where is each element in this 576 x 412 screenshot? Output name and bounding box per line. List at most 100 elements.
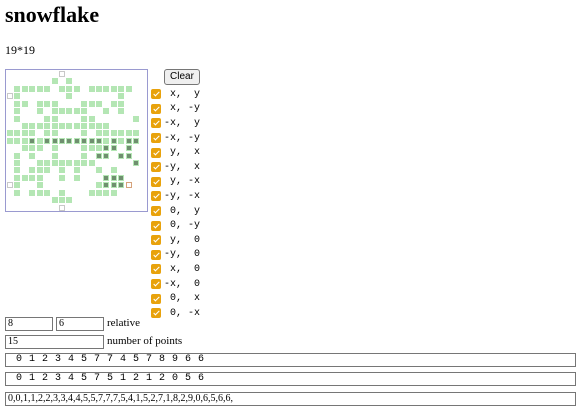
grid-cell[interactable] <box>36 174 43 181</box>
symmetry-option[interactable]: y, x <box>151 145 200 160</box>
output-row-1[interactable]: 0 1 2 3 4 5 7 7 4 5 7 8 9 6 6 <box>5 353 576 367</box>
grid-cell[interactable] <box>88 115 95 122</box>
grid-cell[interactable] <box>96 130 103 137</box>
grid-cell[interactable] <box>58 197 65 204</box>
grid-cell[interactable] <box>14 137 21 144</box>
grid-cell[interactable] <box>21 85 28 92</box>
grid-cell[interactable] <box>89 182 95 188</box>
grid-cell[interactable] <box>81 167 87 173</box>
grid-cell[interactable] <box>103 71 109 77</box>
grid-cell[interactable] <box>14 145 20 151</box>
grid-cell[interactable] <box>14 115 21 122</box>
grid-cell[interactable] <box>141 116 147 122</box>
grid-cell[interactable] <box>110 85 117 92</box>
grid-cell[interactable] <box>126 116 132 122</box>
grid-cell[interactable] <box>29 108 35 114</box>
grid-cell[interactable] <box>133 197 139 203</box>
grid-cell[interactable] <box>89 71 95 77</box>
grid-cell[interactable] <box>44 85 51 92</box>
grid-cell[interactable] <box>96 167 103 174</box>
grid-cell[interactable] <box>14 78 20 84</box>
grid-cell[interactable] <box>7 160 13 166</box>
grid-cell[interactable] <box>89 205 95 211</box>
grid-cell[interactable] <box>88 160 95 167</box>
grid-cell[interactable] <box>59 93 65 99</box>
grid-cell[interactable] <box>103 160 109 166</box>
grid-cell[interactable] <box>66 108 73 115</box>
grid-cell[interactable] <box>44 189 51 196</box>
symmetry-option[interactable]: -x, y <box>151 116 200 131</box>
grid-cell[interactable] <box>7 108 13 114</box>
grid-cell[interactable] <box>125 145 132 152</box>
grid-cell[interactable] <box>22 116 28 122</box>
grid-cell[interactable] <box>89 93 95 99</box>
grid-cell[interactable] <box>7 205 13 211</box>
grid-cell[interactable] <box>14 152 21 159</box>
grid-cell[interactable] <box>141 182 147 188</box>
grid-cell[interactable] <box>37 71 43 77</box>
grid-cell[interactable] <box>126 205 132 211</box>
grid-cell[interactable] <box>111 123 117 129</box>
symmetry-checkbox[interactable] <box>151 191 161 202</box>
output-row-2[interactable]: 0 1 2 3 4 5 7 5 1 2 1 2 0 5 6 <box>5 372 576 386</box>
grid-cell[interactable] <box>118 174 125 181</box>
grid-cell[interactable] <box>36 122 43 129</box>
grid-cell[interactable] <box>110 189 117 196</box>
grid-cell[interactable] <box>111 160 117 166</box>
grid-cell[interactable] <box>59 101 65 107</box>
grid-cell[interactable] <box>14 160 21 167</box>
grid-cell[interactable] <box>133 86 139 92</box>
grid-cell[interactable] <box>44 130 51 137</box>
symmetry-option[interactable]: 0, y <box>151 204 200 219</box>
grid-cell[interactable] <box>52 205 58 211</box>
grid-cell[interactable] <box>7 93 13 100</box>
grid-cell[interactable] <box>7 145 13 151</box>
grid-cell[interactable] <box>66 160 73 167</box>
relative-y-input[interactable]: 6 <box>56 317 104 331</box>
grid-cell[interactable] <box>36 100 43 107</box>
symmetry-option[interactable]: -x, 0 <box>151 277 200 292</box>
grid-cell[interactable] <box>89 167 95 173</box>
symmetry-checkbox[interactable] <box>151 235 161 246</box>
grid-cell[interactable] <box>58 122 65 129</box>
grid-cell[interactable] <box>51 108 58 115</box>
grid-cell[interactable] <box>21 130 28 137</box>
grid-cell[interactable] <box>133 93 139 99</box>
grid-cell[interactable] <box>110 130 117 137</box>
grid-cell[interactable] <box>126 78 132 84</box>
grid-cell[interactable] <box>81 93 87 99</box>
grid-cell[interactable] <box>126 190 132 196</box>
symmetry-checkbox[interactable] <box>151 103 161 114</box>
points-count-input[interactable]: 15 <box>5 335 104 349</box>
grid-cell[interactable] <box>52 71 58 77</box>
grid-cell[interactable] <box>59 130 65 136</box>
grid-cell[interactable] <box>141 167 147 173</box>
grid-cell[interactable] <box>111 78 117 84</box>
grid-cell[interactable] <box>44 182 50 188</box>
grid-cell[interactable] <box>51 115 58 122</box>
grid-cell[interactable] <box>7 123 13 129</box>
grid-cell[interactable] <box>81 130 88 137</box>
grid-cell[interactable] <box>118 137 125 144</box>
grid-cell[interactable] <box>66 122 73 129</box>
grid-cell[interactable] <box>103 93 109 99</box>
grid-cell[interactable] <box>118 152 125 159</box>
grid-cell[interactable] <box>66 137 73 144</box>
grid-cell[interactable] <box>141 197 147 203</box>
grid-cell[interactable] <box>14 93 21 100</box>
grid-cell[interactable] <box>81 190 87 196</box>
grid-cell[interactable] <box>66 85 73 92</box>
grid-cell[interactable] <box>66 190 72 196</box>
grid-cell[interactable] <box>88 85 95 92</box>
grid-cell[interactable] <box>51 78 58 85</box>
symmetry-option[interactable]: y, 0 <box>151 233 200 248</box>
grid-cell[interactable] <box>141 175 147 181</box>
grid-cell[interactable] <box>29 116 35 122</box>
grid-cell[interactable] <box>36 160 43 167</box>
grid-cell[interactable] <box>74 78 80 84</box>
grid-cell[interactable] <box>118 167 124 173</box>
grid-cell[interactable] <box>118 78 124 84</box>
grid-cell[interactable] <box>103 108 110 115</box>
clear-button[interactable]: Clear <box>164 69 200 85</box>
grid-cell[interactable] <box>14 182 21 189</box>
